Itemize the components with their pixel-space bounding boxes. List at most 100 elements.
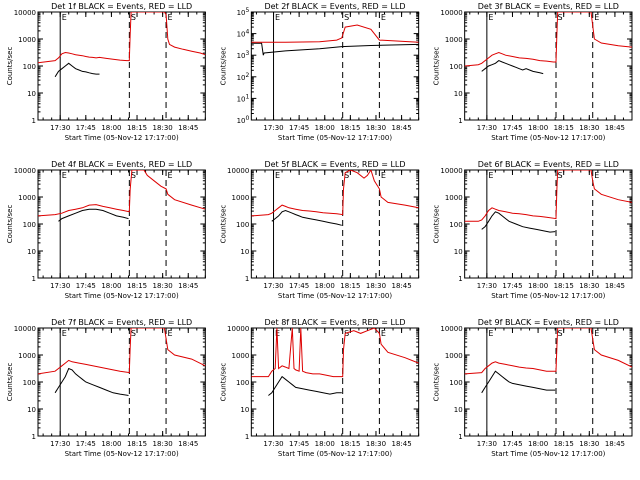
x-axis-label: Start Time (05-Nov-12 17:17:00): [65, 134, 179, 142]
y-tick-label: 10: [454, 406, 463, 414]
y-tick-label: 1: [32, 433, 36, 441]
time-marker-label: S: [558, 329, 563, 338]
lld-series-line: [38, 328, 206, 375]
y-tick-label: 100: [23, 63, 36, 71]
x-axis-label: Start Time (05-Nov-12 17:17:00): [491, 292, 605, 300]
y-tick-label: 1000: [18, 194, 36, 202]
y-tick-label: 100: [236, 221, 249, 229]
panel-det-6: Det 6f BLACK = Events, RED = LLD 1 10 100 10…: [433, 160, 633, 300]
plot-frame: [37, 169, 206, 279]
x-tick-label: 18:15: [554, 282, 574, 290]
x-tick-label: 17:45: [502, 282, 522, 290]
y-axis-label: Counts/sec: [6, 47, 14, 86]
x-tick-label: 17:45: [76, 282, 96, 290]
x-tick-label: 18:30: [366, 282, 386, 290]
series-group: [38, 170, 206, 222]
time-marker-label: E: [594, 329, 599, 338]
x-tick-label: 18:00: [528, 124, 548, 132]
time-marker-label: E: [168, 171, 173, 180]
x-tick-label: 18:30: [153, 440, 173, 448]
events-series-line: [481, 211, 556, 233]
panel-title: Det 9f BLACK = Events, RED = LLD: [478, 318, 619, 327]
x-tick-label: 17:45: [502, 124, 522, 132]
time-marker-label: E: [594, 13, 599, 22]
events-series-line: [54, 367, 129, 396]
x-tick-label: 18:45: [605, 282, 625, 290]
y-axis-label: Counts/sec: [219, 47, 227, 86]
y-tick-label: 1000: [232, 352, 250, 360]
y-tick-label: 10: [240, 406, 249, 414]
x-axis-label: Start Time (05-Nov-12 17:17:00): [491, 450, 605, 458]
lld-series-line: [251, 328, 419, 378]
time-marker-label: S: [131, 329, 136, 338]
x-tick-label: 17:30: [263, 124, 283, 132]
x-tick-label: 17:30: [263, 440, 283, 448]
x-tick-label: 17:30: [477, 282, 497, 290]
panel-title: Det 1f BLACK = Events, RED = LLD: [51, 2, 192, 11]
x-tick-label: 18:00: [101, 440, 121, 448]
x-tick-label: 18:15: [554, 124, 574, 132]
y-tick-label: 1000: [232, 194, 250, 202]
time-marker-label: E: [381, 171, 386, 180]
y-axis-label: Counts/sec: [433, 363, 441, 402]
time-marker-label: S: [558, 171, 563, 180]
lld-series-line: [38, 170, 206, 217]
y-tick-label: 10000: [227, 325, 249, 333]
y-tick-label: 104: [237, 29, 250, 39]
x-tick-label: 18:30: [366, 440, 386, 448]
y-tick-label: 10: [454, 90, 463, 98]
panel-det-3: Det 3f BLACK = Events, RED = LLD 1 10 100 10…: [433, 2, 633, 142]
events-series-line: [268, 375, 342, 396]
x-tick-label: 18:00: [528, 440, 548, 448]
x-tick-label: 18:45: [605, 440, 625, 448]
plot-frame: [37, 11, 206, 121]
time-marker-label: S: [558, 13, 563, 22]
x-tick-label: 17:30: [477, 440, 497, 448]
x-axis-label: Start Time (05-Nov-12 17:17:00): [491, 134, 605, 142]
y-tick-label: 100: [449, 63, 462, 71]
time-marker-label: E: [488, 329, 493, 338]
x-tick-label: 18:00: [101, 124, 121, 132]
plot-frame: [37, 327, 206, 437]
x-tick-label: 18:30: [153, 124, 173, 132]
panel-det-8: Det 8f BLACK = Events, RED = LLD 1 10 100 10…: [219, 318, 420, 458]
x-axis-label: Start Time (05-Nov-12 17:17:00): [278, 134, 392, 142]
x-tick-label: 18:30: [153, 282, 173, 290]
y-tick-label: 102: [237, 72, 250, 82]
y-axis-label: Counts/sec: [433, 47, 441, 86]
lld-series-line: [251, 170, 419, 217]
panel-title: Det 7f BLACK = Events, RED = LLD: [51, 318, 192, 327]
y-tick-label: 10000: [14, 325, 36, 333]
y-axis-label: Counts/sec: [433, 205, 441, 244]
y-axis-label: Counts/sec: [219, 205, 227, 244]
x-tick-label: 18:45: [391, 282, 411, 290]
x-tick-label: 18:15: [340, 124, 360, 132]
x-tick-label: 17:45: [76, 124, 96, 132]
time-marker-label: E: [168, 13, 173, 22]
lld-series-line: [464, 170, 632, 222]
x-tick-label: 18:30: [579, 282, 599, 290]
y-tick-label: 1000: [445, 194, 463, 202]
y-tick-label: 103: [237, 50, 250, 60]
x-axis-label: Start Time (05-Nov-12 17:17:00): [65, 292, 179, 300]
series-group: [38, 12, 206, 78]
y-tick-label: 1000: [18, 36, 36, 44]
x-tick-label: 18:15: [340, 440, 360, 448]
y-tick-label: 100: [236, 379, 249, 387]
events-series-line: [251, 42, 419, 56]
y-tick-label: 1: [458, 433, 462, 441]
x-tick-label: 17:45: [76, 440, 96, 448]
time-marker-label: S: [131, 171, 136, 180]
series-group: [464, 328, 632, 394]
time-marker-label: E: [275, 171, 280, 180]
y-tick-label: 10: [240, 248, 249, 256]
y-axis-label: Counts/sec: [6, 205, 14, 244]
lld-series-line: [251, 24, 419, 43]
x-tick-label: 18:00: [101, 282, 121, 290]
y-tick-label: 10: [454, 248, 463, 256]
lld-series-line: [464, 12, 632, 67]
panel-det-1: Det 1f BLACK = Events, RED = LLD 1 10 100 10…: [6, 2, 206, 142]
y-tick-label: 10000: [227, 167, 249, 175]
panel-det-9: Det 9f BLACK = Events, RED = LLD 1 10 100 10…: [433, 318, 633, 458]
